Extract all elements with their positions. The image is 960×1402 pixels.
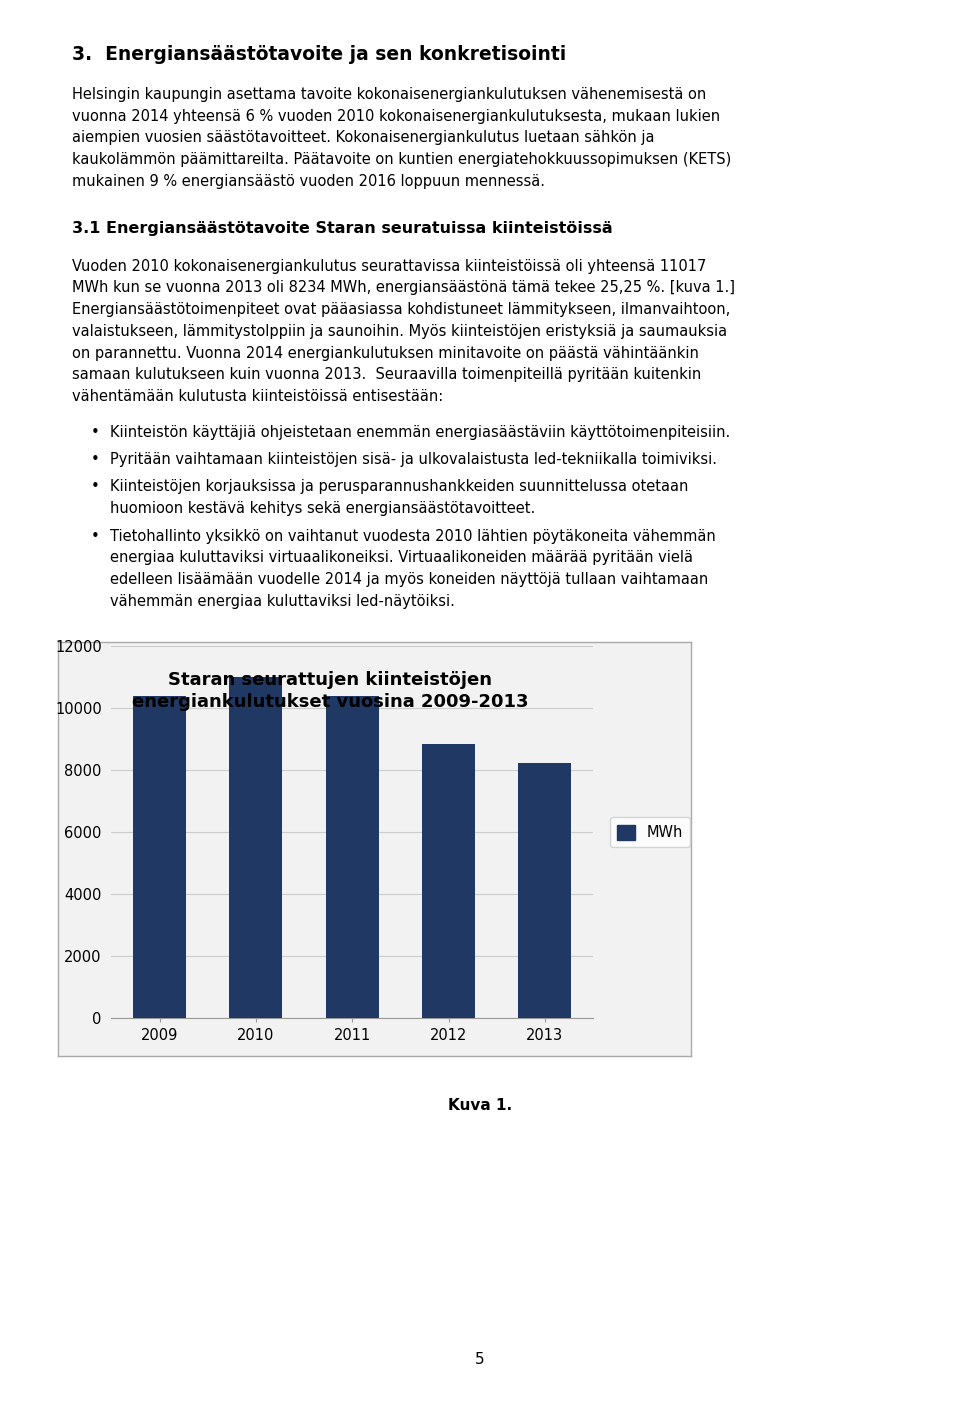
- Text: Energiansäästötoimenpiteet ovat pääasiassa kohdistuneet lämmitykseen, ilmanvaiht: Energiansäästötoimenpiteet ovat pääasias…: [72, 301, 731, 317]
- Text: Pyritään vaihtamaan kiinteistöjen sisä- ja ulkovalaistusta led-tekniikalla toimi: Pyritään vaihtamaan kiinteistöjen sisä- …: [110, 451, 717, 467]
- Text: Helsingin kaupungin asettama tavoite kokonaisenergiankulutuksen vähenemisestä on: Helsingin kaupungin asettama tavoite kok…: [72, 87, 707, 102]
- Text: mukainen 9 % energiansäästö vuoden 2016 loppuun mennessä.: mukainen 9 % energiansäästö vuoden 2016 …: [72, 174, 545, 189]
- Text: •: •: [91, 529, 100, 544]
- Bar: [422, 744, 475, 1018]
- Bar: [518, 763, 571, 1018]
- Text: on parannettu. Vuonna 2014 energiankulutuksen minitavoite on päästä vähintäänkin: on parannettu. Vuonna 2014 energiankulut…: [72, 345, 699, 360]
- Text: Vuoden 2010 kokonaisenergiankulutus seurattavissa kiinteistöissä oli yhteensä 11: Vuoden 2010 kokonaisenergiankulutus seur…: [72, 258, 707, 273]
- Bar: [229, 677, 282, 1018]
- Text: huomioon kestävä kehitys sekä energiansäästötavoitteet.: huomioon kestävä kehitys sekä energiansä…: [110, 501, 536, 516]
- Text: 5: 5: [475, 1352, 485, 1367]
- Text: MWh kun se vuonna 2013 oli 8234 MWh, energiansäästönä tämä tekee 25,25 %. [kuva : MWh kun se vuonna 2013 oli 8234 MWh, ene…: [72, 280, 735, 296]
- Text: valaistukseen, lämmitystolppiin ja saunoihin. Myös kiinteistöjen eristyksiä ja s: valaistukseen, lämmitystolppiin ja sauno…: [72, 324, 727, 339]
- Text: 3.  Energiansäästötavoite ja sen konkretisointi: 3. Energiansäästötavoite ja sen konkreti…: [72, 45, 566, 64]
- Text: Tietohallinto yksikkö on vaihtanut vuodesta 2010 lähtien pöytäkoneita vähemmän: Tietohallinto yksikkö on vaihtanut vuode…: [110, 529, 716, 544]
- Text: Kiinteistön käyttäjiä ohjeistetaan enemmän energiasäästäviin käyttötoimenpiteisi: Kiinteistön käyttäjiä ohjeistetaan enemm…: [110, 425, 731, 440]
- Legend: MWh: MWh: [610, 817, 690, 847]
- Text: Kiinteistöjen korjauksissa ja perusparannushankkeiden suunnittelussa otetaan: Kiinteistöjen korjauksissa ja perusparan…: [110, 479, 688, 495]
- Text: energiaa kuluttaviksi virtuaalikoneiksi. Virtuaalikoneiden määrää pyritään vielä: energiaa kuluttaviksi virtuaalikoneiksi.…: [110, 550, 693, 565]
- Text: vähemmän energiaa kuluttaviksi led-näytöiksi.: vähemmän energiaa kuluttaviksi led-näytö…: [110, 593, 455, 608]
- Text: vuonna 2014 yhteensä 6 % vuoden 2010 kokonaisenergiankulutuksesta, mukaan lukien: vuonna 2014 yhteensä 6 % vuoden 2010 kok…: [72, 108, 720, 123]
- Text: 3.1 Energiansäästötavoite Staran seuratuissa kiinteistöissä: 3.1 Energiansäästötavoite Staran seuratu…: [72, 220, 612, 236]
- Text: samaan kulutukseen kuin vuonna 2013.  Seuraavilla toimenpiteillä pyritään kuiten: samaan kulutukseen kuin vuonna 2013. Seu…: [72, 367, 701, 383]
- Text: •: •: [91, 479, 100, 495]
- Bar: [133, 695, 186, 1018]
- Bar: [325, 695, 378, 1018]
- Text: Kuva 1.: Kuva 1.: [448, 1098, 512, 1113]
- Text: vähentämään kulutusta kiinteistöissä entisestään:: vähentämään kulutusta kiinteistöissä ent…: [72, 388, 444, 404]
- Text: aiempien vuosien säästötavoitteet. Kokonaisenergiankulutus luetaan sähkön ja: aiempien vuosien säästötavoitteet. Kokon…: [72, 130, 655, 146]
- Text: kaukolämmön päämittareilta. Päätavoite on kuntien energiatehokkuussopimuksen (KE: kaukolämmön päämittareilta. Päätavoite o…: [72, 151, 732, 167]
- Text: Staran seurattujen kiinteistöjen
energiankulutukset vuosina 2009-2013: Staran seurattujen kiinteistöjen energia…: [132, 672, 528, 711]
- Text: edelleen lisäämään vuodelle 2014 ja myös koneiden näyttöjä tullaan vaihtamaan: edelleen lisäämään vuodelle 2014 ja myös…: [110, 572, 708, 587]
- Text: •: •: [91, 451, 100, 467]
- Text: •: •: [91, 425, 100, 440]
